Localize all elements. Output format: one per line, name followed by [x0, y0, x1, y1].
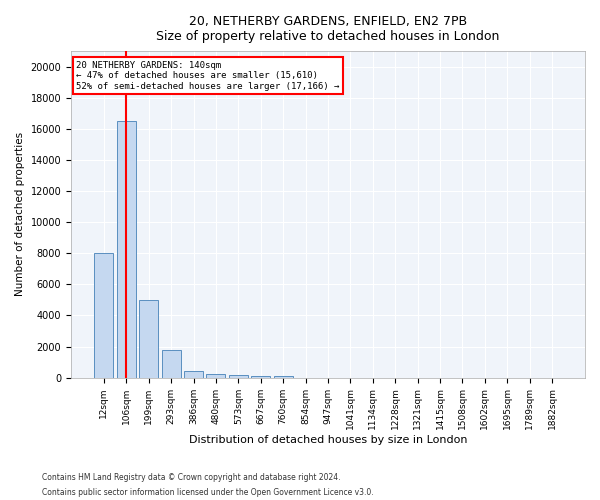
X-axis label: Distribution of detached houses by size in London: Distribution of detached houses by size …	[189, 435, 467, 445]
Text: 20 NETHERBY GARDENS: 140sqm
← 47% of detached houses are smaller (15,610)
52% of: 20 NETHERBY GARDENS: 140sqm ← 47% of det…	[76, 61, 340, 90]
Bar	[184, 372, 203, 378]
Y-axis label: Number of detached properties: Number of detached properties	[15, 132, 25, 296]
Bar	[206, 374, 226, 378]
Title: 20, NETHERBY GARDENS, ENFIELD, EN2 7PB
Size of property relative to detached hou: 20, NETHERBY GARDENS, ENFIELD, EN2 7PB S…	[157, 15, 500, 43]
Bar	[161, 350, 181, 378]
Bar	[274, 376, 293, 378]
Bar	[117, 121, 136, 378]
Text: Contains HM Land Registry data © Crown copyright and database right 2024.: Contains HM Land Registry data © Crown c…	[42, 473, 341, 482]
Bar	[139, 300, 158, 378]
Bar	[94, 253, 113, 378]
Text: Contains public sector information licensed under the Open Government Licence v3: Contains public sector information licen…	[42, 488, 374, 497]
Bar	[229, 376, 248, 378]
Bar	[251, 376, 271, 378]
